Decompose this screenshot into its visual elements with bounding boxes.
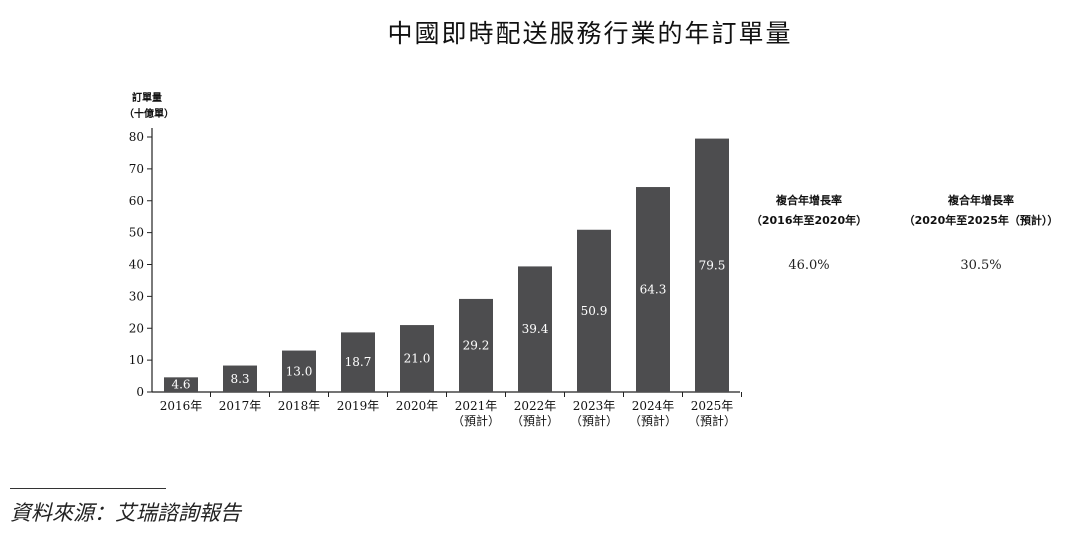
cagr-2-value: 30.5% bbox=[960, 258, 1002, 273]
y-tick-label: 30 bbox=[129, 289, 144, 303]
bar bbox=[636, 187, 670, 392]
x-tick-label: 2021年 bbox=[455, 399, 498, 413]
x-tick-label: 2018年 bbox=[278, 399, 321, 413]
chart-title: 中國即時配送服務行業的年訂單量 bbox=[387, 19, 793, 48]
cagr-1-period: （2016年至2020年） bbox=[750, 214, 868, 227]
bar-value-label: 79.5 bbox=[699, 258, 726, 272]
y-tick-label: 40 bbox=[129, 258, 144, 272]
cagr-1-header: 複合年增長率 （2016年至2020年） bbox=[738, 192, 880, 228]
bar-value-label: 4.6 bbox=[171, 378, 190, 392]
x-tick-note: （預計） bbox=[688, 413, 736, 428]
bar-value-label: 18.7 bbox=[345, 355, 372, 369]
bar-value-label: 39.4 bbox=[522, 322, 549, 336]
y-tick-label: 0 bbox=[136, 385, 144, 399]
x-tick-label: 2022年 bbox=[514, 399, 557, 413]
bar-value-label: 29.2 bbox=[463, 338, 490, 352]
y-axis-label-line1: 訂單量 bbox=[132, 91, 162, 104]
y-tick-label: 80 bbox=[129, 130, 144, 144]
cagr-2-header: 複合年增長率 （2020年至2025年（預計）） bbox=[888, 192, 1074, 228]
y-tick-label: 10 bbox=[129, 353, 144, 367]
bar bbox=[459, 298, 493, 392]
x-tick-label: 2023年 bbox=[573, 399, 616, 413]
x-tick-label: 2024年 bbox=[632, 399, 675, 413]
bar-value-label: 13.0 bbox=[286, 364, 313, 378]
bar-value-label: 64.3 bbox=[640, 283, 667, 297]
bars: 4.6 8.3 13.0 18.7 21.0 29.2 39.4 50.9 64.3 79.5 bbox=[164, 138, 729, 392]
bar-value-label: 50.9 bbox=[581, 304, 608, 318]
bar bbox=[223, 365, 257, 392]
x-tick-note: （預計） bbox=[452, 413, 500, 428]
y-ticks: 0 10 20 30 40 50 60 70 80 bbox=[129, 130, 152, 399]
cagr-1-value: 46.0% bbox=[788, 258, 830, 273]
source-divider bbox=[10, 488, 166, 489]
bar bbox=[164, 377, 198, 392]
x-tick-labels: 2016年 2017年 2018年 2019年 2020年 2021年（預計）2022年（… bbox=[160, 392, 742, 428]
bar-value-label: 8.3 bbox=[230, 372, 249, 386]
x-tick-note: （預計） bbox=[629, 413, 677, 428]
cagr-1-title: 複合年增長率 bbox=[776, 194, 842, 207]
y-tick-label: 20 bbox=[129, 321, 144, 335]
bar-chart: 訂單量 （十億單） 0 10 20 30 40 50 60 70 80 4.6 8.3 13.0 18… bbox=[124, 91, 742, 428]
bar bbox=[518, 266, 552, 392]
cagr-2-period: （2020年至2025年（預計）） bbox=[903, 214, 1059, 227]
bar bbox=[282, 350, 316, 392]
y-axis-label-line2: （十億單） bbox=[124, 107, 174, 120]
cagr-2-title: 複合年增長率 bbox=[948, 194, 1014, 207]
x-tick-note: （預計） bbox=[570, 413, 618, 428]
y-tick-label: 60 bbox=[129, 194, 144, 208]
x-tick-label: 2017年 bbox=[219, 399, 262, 413]
bar bbox=[400, 325, 434, 392]
source-note: 資料來源：艾瑞諮詢報告 bbox=[10, 501, 241, 525]
y-tick-label: 70 bbox=[129, 162, 144, 176]
x-tick-label: 2019年 bbox=[337, 399, 380, 413]
x-tick-label: 2020年 bbox=[396, 399, 439, 413]
bar bbox=[341, 332, 375, 392]
x-tick-label: 2016年 bbox=[160, 399, 203, 413]
x-tick-label: 2025年 bbox=[691, 399, 734, 413]
bar bbox=[577, 229, 611, 392]
y-tick-label: 50 bbox=[129, 226, 144, 240]
bar-value-label: 21.0 bbox=[404, 352, 431, 366]
bar bbox=[695, 138, 729, 392]
x-tick-note: （預計） bbox=[511, 413, 559, 428]
